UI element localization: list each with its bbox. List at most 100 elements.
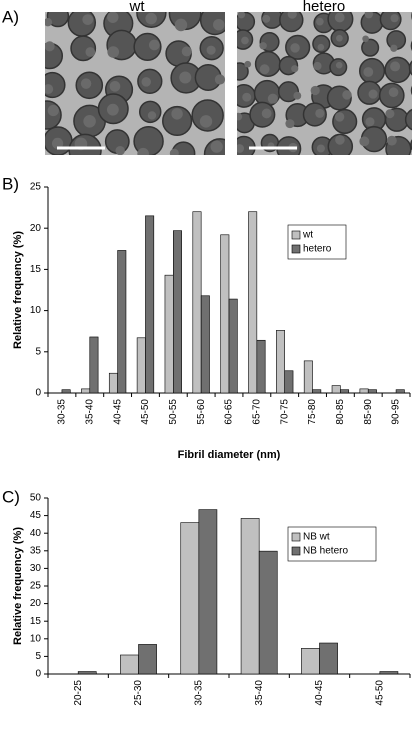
bar xyxy=(89,336,99,394)
fibril-core xyxy=(385,109,395,119)
fibril-core xyxy=(334,112,345,122)
x-tick-label: 35-40 xyxy=(254,680,265,706)
fibril xyxy=(411,12,412,21)
fibril-core xyxy=(106,103,119,116)
fibril xyxy=(277,81,300,103)
legend-label: NB wt xyxy=(303,532,330,543)
bar xyxy=(81,388,91,394)
bar xyxy=(108,372,118,394)
x-tick-label: 45-50 xyxy=(140,399,151,425)
bar xyxy=(248,211,258,394)
y-tick-label: 25 xyxy=(30,182,42,193)
x-tick-label: 75-80 xyxy=(307,399,318,425)
fibril-core xyxy=(141,77,151,87)
fibril-core xyxy=(313,61,322,71)
x-tick-label: 60-65 xyxy=(224,399,235,425)
fibril-core xyxy=(317,43,325,51)
bar xyxy=(284,370,294,394)
y-tick-label: 5 xyxy=(35,346,41,357)
legend-swatch xyxy=(291,230,301,240)
fibril-core xyxy=(412,139,416,146)
fibril-core xyxy=(316,17,324,26)
fibril-core xyxy=(293,91,302,100)
y-tick-label: 15 xyxy=(30,264,42,275)
y-tick-label: 0 xyxy=(35,388,41,399)
fibril-core xyxy=(214,74,225,85)
fibril-core xyxy=(181,46,192,57)
x-tick-label: 30-35 xyxy=(57,399,68,425)
bar xyxy=(77,671,97,675)
image-caption: hetero xyxy=(303,0,346,15)
fibril-core xyxy=(206,45,216,55)
fibril xyxy=(237,62,249,81)
bar xyxy=(258,550,278,675)
fibril xyxy=(410,139,412,151)
bar xyxy=(276,330,285,394)
fibril xyxy=(45,71,66,99)
fibril-core xyxy=(368,89,378,99)
fibril xyxy=(361,38,380,57)
y-tick-label: 15 xyxy=(30,616,42,627)
fibril-core xyxy=(107,12,119,23)
y-tick-label: 50 xyxy=(30,493,42,504)
fibril-core xyxy=(174,18,188,32)
fibril-core xyxy=(213,18,225,31)
bar xyxy=(220,234,230,394)
bar xyxy=(120,654,139,675)
x-tick-label: 40-45 xyxy=(112,399,123,425)
x-tick-label: 30-35 xyxy=(193,680,204,706)
fibril-core xyxy=(179,71,192,84)
fibril-core xyxy=(51,137,64,150)
fibril-core xyxy=(244,60,252,68)
panel-label: B) xyxy=(2,174,19,193)
legend-label: wt xyxy=(302,230,313,241)
legend-label: hetero xyxy=(303,244,332,255)
fibril-core xyxy=(364,12,374,19)
y-axis-title: Relative frequency (%) xyxy=(12,527,24,645)
fibril-core xyxy=(390,14,399,23)
fibril xyxy=(327,133,354,155)
fibril-core xyxy=(259,64,270,75)
fibril-core xyxy=(80,78,92,89)
x-tick-label: 55-60 xyxy=(196,399,207,425)
fibril xyxy=(302,102,327,127)
y-tick-label: 20 xyxy=(30,598,42,609)
fibril-core xyxy=(83,115,96,128)
y-tick-label: 10 xyxy=(30,305,42,316)
fibril xyxy=(279,12,304,33)
fibril-core xyxy=(107,46,120,58)
x-tick-label: 25-30 xyxy=(133,680,144,706)
bar xyxy=(395,389,405,394)
fibril-core xyxy=(145,12,157,25)
panel-label: A) xyxy=(2,7,19,26)
image-caption: wt xyxy=(129,0,146,15)
legend-label: NB hetero xyxy=(303,546,348,557)
fibril-core xyxy=(47,104,59,117)
fibril-core xyxy=(342,90,352,100)
fibril-core xyxy=(390,44,398,52)
x-tick-label: 65-70 xyxy=(251,399,262,425)
y-tick-label: 45 xyxy=(30,510,42,521)
bar xyxy=(256,339,266,394)
fibril-core xyxy=(291,65,299,73)
fibril-core xyxy=(242,92,252,102)
x-tick-label: 80-85 xyxy=(335,399,346,425)
bar xyxy=(192,211,202,394)
fibril-core xyxy=(359,136,370,147)
fibril-core xyxy=(290,43,300,53)
x-tick-label: 35-40 xyxy=(84,399,95,425)
fibril-core xyxy=(388,87,399,98)
fibril-core xyxy=(334,12,345,23)
fibril-core xyxy=(362,35,369,43)
fibril-core xyxy=(365,117,375,127)
micrograph xyxy=(237,12,416,155)
x-tick-label: 85-90 xyxy=(363,399,374,425)
x-tick-label: 20-25 xyxy=(73,680,84,706)
fibril-core xyxy=(45,18,53,27)
fibril-core xyxy=(336,34,343,42)
fibril-core xyxy=(335,135,345,145)
bar xyxy=(331,385,341,394)
bar xyxy=(117,250,127,394)
y-tick-label: 35 xyxy=(30,545,42,556)
